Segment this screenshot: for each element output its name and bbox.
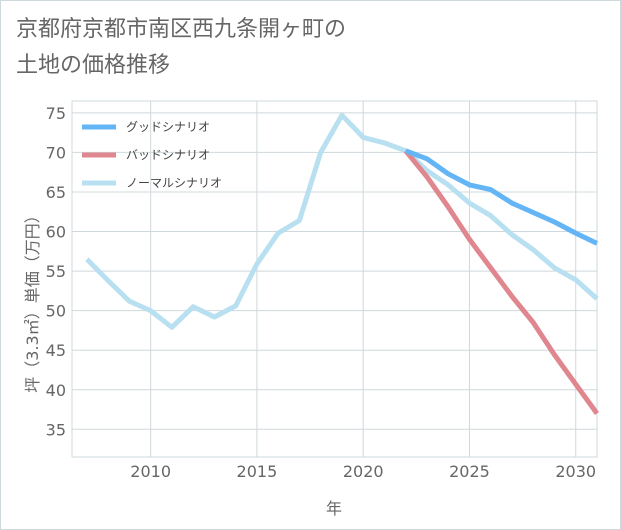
x-tick-label: 2010 bbox=[130, 462, 171, 481]
y-tick-label: 60 bbox=[46, 223, 66, 242]
y-tick-label: 55 bbox=[46, 262, 66, 281]
x-axis-label: 年 bbox=[326, 499, 342, 518]
tick-labels: 2010 2015 2020 2025 2030 35 40 45 50 55 60 65 70 75 bbox=[46, 104, 596, 481]
x-tick-label: 2025 bbox=[449, 462, 490, 481]
y-tick-label: 50 bbox=[46, 302, 66, 321]
x-tick-label: 2015 bbox=[237, 462, 278, 481]
y-tick-label: 35 bbox=[46, 420, 66, 439]
chart-title-line1: 京都府京都市南区西九条開ヶ町の bbox=[16, 17, 347, 42]
y-axis-label: 坪（3.3㎡）単価（万円） bbox=[23, 207, 42, 392]
chart-title: 京都府京都市南区西九条開ヶ町の 土地の価格推移 bbox=[16, 12, 346, 84]
x-tick-label: 2030 bbox=[555, 462, 596, 481]
gridlines bbox=[72, 101, 597, 457]
legend-label: バッドシナリオ bbox=[126, 148, 210, 162]
y-tick-label: 65 bbox=[46, 183, 66, 202]
y-tick-label: 45 bbox=[46, 341, 66, 360]
series-line-normal bbox=[85, 112, 599, 330]
legend-label: グッドシナリオ bbox=[126, 120, 210, 134]
chart-title-line2: 土地の価格推移 bbox=[16, 53, 171, 78]
y-tick-label: 40 bbox=[46, 381, 66, 400]
series-lines bbox=[85, 112, 600, 415]
y-tick-label: 75 bbox=[46, 104, 66, 123]
series-line-bad bbox=[403, 149, 600, 415]
y-tick-label: 70 bbox=[46, 143, 66, 162]
legend-label: ノーマルシナリオ bbox=[126, 176, 222, 190]
x-tick-label: 2020 bbox=[343, 462, 384, 481]
series-line-good bbox=[404, 148, 599, 246]
plot-area bbox=[71, 100, 598, 458]
